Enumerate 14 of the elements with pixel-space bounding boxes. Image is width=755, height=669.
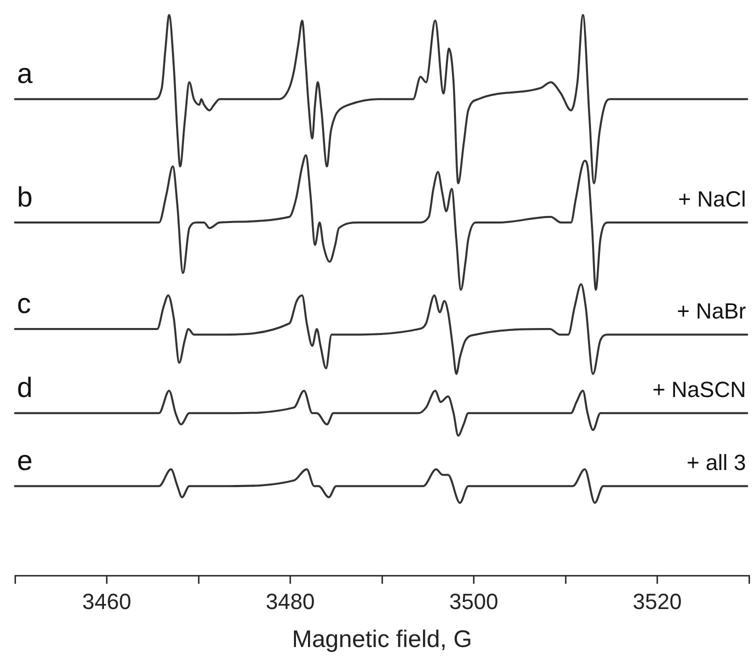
x-axis-title: Magnetic field, G (292, 626, 472, 654)
annotation: + NaBr (676, 298, 746, 324)
annotation: + all 3 (686, 450, 746, 476)
series-label: e (17, 445, 33, 476)
x-tick-label: 3460 (82, 589, 132, 614)
x-tick-label: 3520 (632, 589, 682, 614)
series-label: b (17, 181, 33, 212)
annotation: + NaSCN (652, 377, 746, 402)
x-tick-label: 3480 (266, 589, 315, 614)
series-label: c (17, 288, 31, 320)
series-label: a (17, 58, 33, 90)
annotation: + NaCl (678, 186, 746, 212)
x-tick-label: 3500 (449, 589, 498, 614)
series-label: d (17, 372, 33, 404)
